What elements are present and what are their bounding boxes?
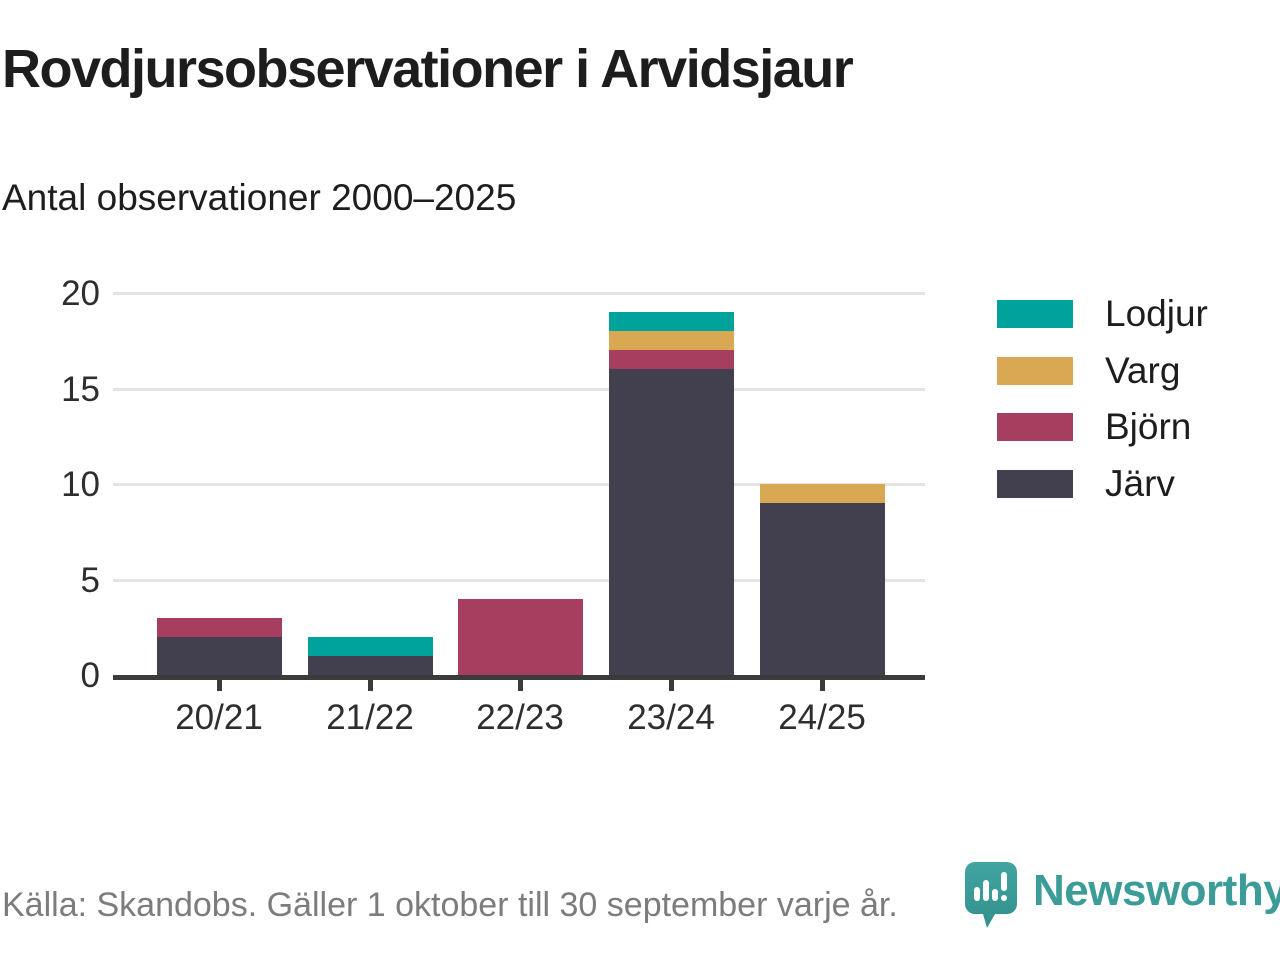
legend-label-varg: Varg xyxy=(1105,349,1181,391)
bar-segment-järv-20-21 xyxy=(156,636,282,675)
source-note: Källa: Skandobs. Gäller 1 oktober till 3… xyxy=(2,886,898,924)
bar-21-22 xyxy=(307,636,433,675)
x-tick-22-23 xyxy=(518,676,523,691)
x-tick-label-22-23: 22/23 xyxy=(476,698,564,737)
legend-item-lodjur: Lodjur xyxy=(997,293,1208,334)
x-tick-23-24 xyxy=(669,676,674,691)
legend-swatch-björn xyxy=(997,413,1073,442)
x-tick-label-21-22: 21/22 xyxy=(326,698,414,737)
bar-segment-björn-23-24 xyxy=(608,350,734,370)
newsworthy-logo-icon xyxy=(965,862,1017,928)
bar-segment-björn-20-21 xyxy=(156,617,282,637)
x-tick-24-25 xyxy=(820,676,825,691)
y-tick-label-15: 15 xyxy=(61,369,100,409)
legend-label-björn: Björn xyxy=(1105,406,1192,448)
legend-label-järv: Järv xyxy=(1105,463,1175,505)
x-tick-label-23-24: 23/24 xyxy=(627,698,715,737)
legend-item-järv: Järv xyxy=(997,463,1175,504)
bar-segment-lodjur-21-22 xyxy=(307,636,433,656)
legend-item-björn: Björn xyxy=(997,406,1191,447)
legend-item-varg: Varg xyxy=(997,350,1180,391)
gridline-20 xyxy=(113,292,925,295)
bar-24-25 xyxy=(759,484,885,675)
y-tick-label-5: 5 xyxy=(80,560,100,600)
bar-segment-björn-22-23 xyxy=(457,598,583,675)
y-tick-label-0: 0 xyxy=(80,656,100,695)
y-tick-label-10: 10 xyxy=(61,465,100,504)
bar-22-23 xyxy=(457,598,583,675)
bar-20-21 xyxy=(156,617,282,675)
bar-segment-järv-24-25 xyxy=(759,503,885,675)
x-tick-label-20-21: 20/21 xyxy=(175,698,263,737)
x-tick-label-24-25: 24/25 xyxy=(778,698,866,737)
legend-swatch-varg xyxy=(997,356,1073,385)
bar-segment-järv-23-24 xyxy=(608,369,734,675)
bar-segment-varg-24-25 xyxy=(759,484,885,504)
x-tick-20-21 xyxy=(217,676,222,691)
bar-segment-varg-23-24 xyxy=(608,331,734,351)
chart-title: Rovdjursobservationer i Arvidsjaur xyxy=(2,39,854,99)
bar-23-24 xyxy=(608,312,734,675)
newsworthy-logo-text: Newsworthy xyxy=(1033,866,1280,915)
gridline-10 xyxy=(113,483,925,486)
plot-area: 0 5 10 15 20 20/21 21/22 22/23 23/24 24/25 xyxy=(61,276,925,737)
bar-segment-järv-21-22 xyxy=(307,655,433,675)
chart-subtitle: Antal observationer 2000–2025 xyxy=(2,177,517,218)
gridline-5 xyxy=(113,578,925,582)
x-tick-21-22 xyxy=(368,676,373,691)
legend-label-lodjur: Lodjur xyxy=(1105,293,1208,334)
y-tick-label-20: 20 xyxy=(61,274,100,313)
gridline-15 xyxy=(113,387,925,391)
bar-segment-lodjur-23-24 xyxy=(608,312,734,332)
legend-swatch-lodjur xyxy=(997,300,1073,328)
legend-swatch-järv xyxy=(997,470,1073,499)
newsworthy-logo: Newsworthy xyxy=(965,862,1280,930)
